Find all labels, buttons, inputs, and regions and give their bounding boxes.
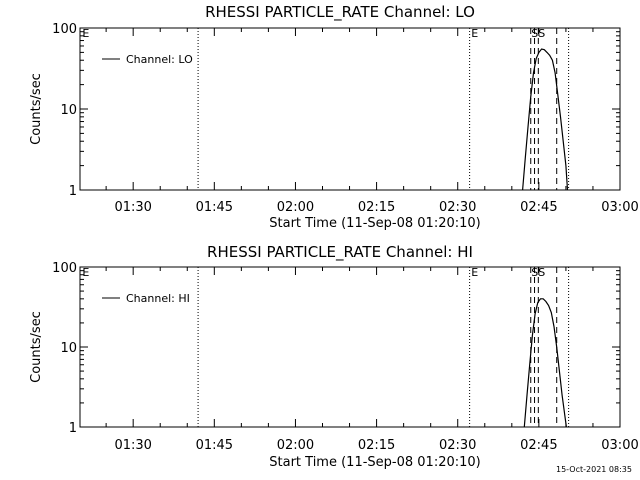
- x-tick-label: 01:45: [196, 200, 233, 215]
- x-axis-label: Start Time (11-Sep-08 01:20:10): [269, 455, 480, 470]
- x-tick-label: 02:15: [358, 200, 395, 215]
- x-tick-label: 01:30: [114, 200, 151, 215]
- y-tick-label: 100: [52, 261, 77, 276]
- y-tick-label: 100: [52, 22, 77, 37]
- series-line-1: [523, 298, 567, 428]
- event-marker-label: E: [471, 266, 478, 279]
- x-tick-label: 02:00: [277, 200, 314, 215]
- x-tick-label: 02:30: [439, 200, 476, 215]
- x-tick-label: 02:00: [277, 438, 314, 453]
- x-tick-label: 01:30: [114, 438, 151, 453]
- chart-title: RHESSI PARTICLE_RATE Channel: LO: [205, 3, 475, 22]
- series-line-1: [522, 48, 569, 191]
- chart-title: RHESSI PARTICLE_RATE Channel: HI: [207, 243, 473, 262]
- x-tick-label: 02:15: [358, 438, 395, 453]
- y-axis-label: Counts/sec: [29, 73, 44, 145]
- y-axis-label: Counts/sec: [29, 311, 44, 383]
- event-marker-label: E: [471, 27, 478, 40]
- x-tick-label: 02:45: [520, 438, 557, 453]
- x-axis-label: Start Time (11-Sep-08 01:20:10): [269, 216, 480, 231]
- y-tick-label: 10: [60, 341, 77, 356]
- legend-label: Channel: LO: [126, 53, 193, 66]
- footer-timestamp: 15-Oct-2021 08:35: [556, 465, 632, 474]
- chart-panel-2: RHESSI PARTICLE_RATE Channel: HI 1 10 100 01…: [29, 243, 639, 470]
- plot-frame: [79, 266, 621, 428]
- event-marker-label: E: [82, 27, 89, 40]
- x-tick-label: 01:45: [196, 438, 233, 453]
- x-tick-label: 03:00: [601, 438, 638, 453]
- x-tick-label: 02:45: [520, 200, 557, 215]
- legend-label: Channel: HI: [126, 292, 190, 305]
- x-tick-label: 02:30: [439, 438, 476, 453]
- y-tick-label: 1: [69, 184, 77, 199]
- y-tick-label: 10: [60, 103, 77, 118]
- event-marker-label: SS: [531, 266, 545, 279]
- event-marker-label: E: [82, 266, 89, 279]
- chart-panel-1: RHESSI PARTICLE_RATE Channel: LO 1 10 100 01…: [29, 3, 639, 231]
- event-marker-label: SS: [531, 27, 545, 40]
- x-tick-label: 03:00: [601, 200, 638, 215]
- y-tick-label: 1: [69, 421, 77, 436]
